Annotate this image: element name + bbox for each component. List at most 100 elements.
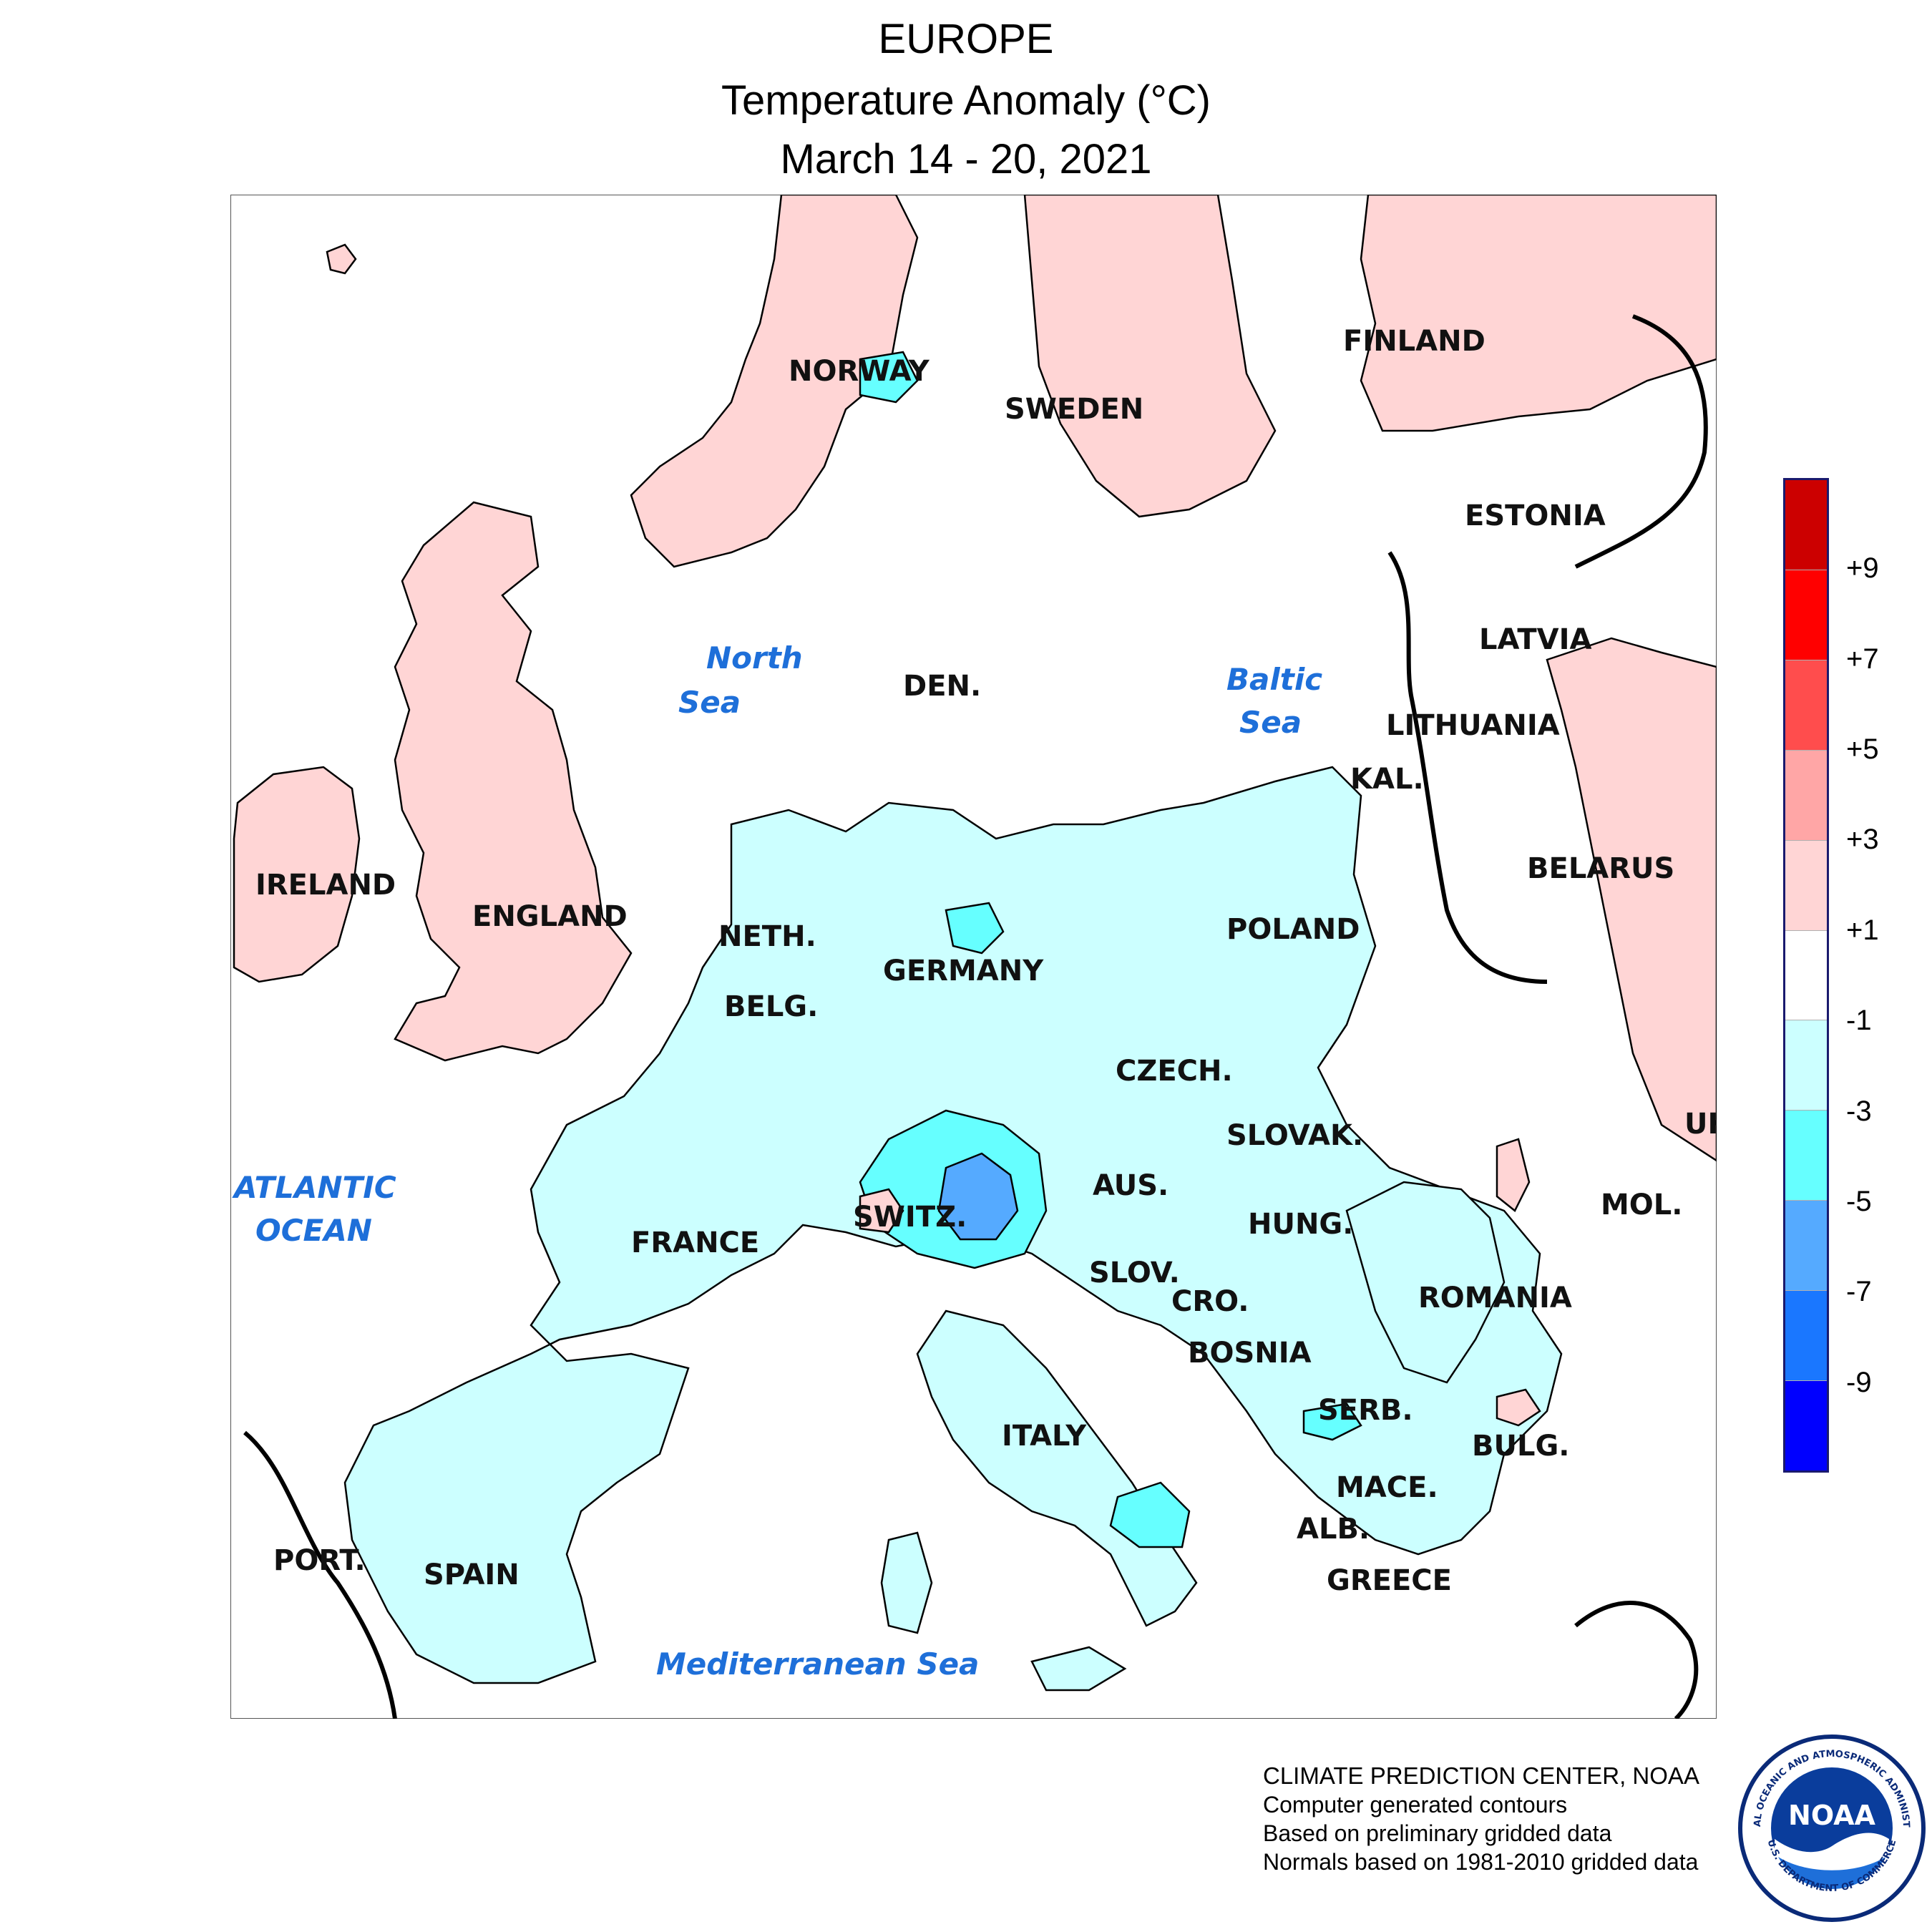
- noaa-logo: NOAA NATIONAL OCEANIC AND ATMOSPHERIC AD…: [1731, 1724, 1928, 1925]
- label-czech: CZECH.: [1116, 1055, 1233, 1088]
- label-spain: SPAIN: [424, 1558, 519, 1591]
- romania-warm-spot: [1496, 1138, 1531, 1212]
- norway-cold-patch: [859, 351, 919, 404]
- legend-swatch: [1785, 1020, 1827, 1111]
- label-atlantic-2: OCEAN: [255, 1213, 372, 1248]
- serbia-cold-patch: [1302, 1402, 1362, 1441]
- bulgaria-warm-spot: [1496, 1388, 1541, 1427]
- label-belgium: BELG.: [724, 990, 818, 1023]
- label-atlantic-1: ATLANTIC: [232, 1170, 396, 1205]
- label-estonia: ESTONIA: [1465, 499, 1606, 532]
- label-romania: ROMANIA: [1418, 1282, 1572, 1314]
- label-finland: FINLAND: [1343, 325, 1485, 358]
- label-moldova: MOL.: [1601, 1189, 1683, 1221]
- label-belarus: BELARUS: [1527, 852, 1674, 885]
- legend-tick-label: -1: [1846, 1005, 1872, 1037]
- legend-tick-label: +7: [1846, 643, 1879, 675]
- legend-tick-label: +1: [1846, 914, 1879, 946]
- label-macedonia: MACE.: [1336, 1471, 1438, 1504]
- belarus-land: [1546, 637, 1717, 1162]
- anomaly-map: FINLAND NORWAY SWEDEN ESTONIA LATVIA LIT…: [230, 195, 1717, 1719]
- credit-line-3: Based on preliminary gridded data: [1263, 1820, 1612, 1846]
- label-italy: ITALY: [1002, 1420, 1087, 1453]
- swiss-warm-spot: [859, 1188, 904, 1234]
- legend-swatch: [1785, 570, 1827, 660]
- ireland-land: [233, 766, 361, 983]
- logo-text: NOAA: [1788, 1800, 1875, 1831]
- credit-line-2: Computer generated contours: [1263, 1792, 1568, 1818]
- label-albania: ALB.: [1297, 1513, 1370, 1546]
- legend-tick-label: -3: [1846, 1095, 1872, 1127]
- legend-swatch: [1785, 660, 1827, 751]
- credit-line-1: CLIMATE PREDICTION CENTER, NOAA: [1263, 1762, 1699, 1789]
- adriatic-cold-patch: [1109, 1481, 1191, 1548]
- label-greece: GREECE: [1327, 1564, 1452, 1597]
- label-serbia: SERB.: [1318, 1394, 1413, 1427]
- label-bosnia: BOSNIA: [1188, 1337, 1312, 1370]
- map-date-range: March 14 - 20, 2021: [780, 136, 1152, 182]
- country-labels: FINLAND NORWAY SWEDEN ESTONIA LATVIA LIT…: [255, 325, 1717, 1597]
- warm-spots: [859, 1138, 1541, 1427]
- label-croatia: CRO.: [1171, 1285, 1249, 1318]
- credit-line-4: Normals based on 1981-2010 gridded data: [1263, 1849, 1699, 1875]
- sea-labels: North Sea Baltic Sea ATLANTIC OCEAN Medi…: [232, 640, 1322, 1682]
- label-norway: NORWAY: [789, 355, 930, 388]
- label-ireland: IRELAND: [255, 869, 396, 902]
- label-slovenia: SLOV.: [1089, 1257, 1180, 1289]
- legend-tick-label: -9: [1846, 1366, 1872, 1398]
- label-hungary: HUNG.: [1248, 1208, 1353, 1241]
- label-france: FRANCE: [631, 1226, 759, 1259]
- legend-tick-label: -5: [1846, 1185, 1872, 1217]
- sweden-land: [1023, 195, 1277, 518]
- italy-land: [916, 1309, 1198, 1627]
- label-england: ENGLAND: [472, 900, 628, 933]
- label-switzerland: SWITZ.: [853, 1201, 967, 1234]
- label-ukraine: UK: [1684, 1108, 1717, 1141]
- germany-cold-patch: [945, 902, 1005, 955]
- very-cold-center: [937, 1152, 1019, 1241]
- color-legend: [1783, 478, 1829, 1473]
- label-north-sea-2: Sea: [678, 685, 741, 720]
- legend-swatch: [1785, 480, 1827, 570]
- sicily-land: [1030, 1646, 1127, 1692]
- label-lithuania: LITHUANIA: [1386, 709, 1560, 742]
- label-germany: GERMANY: [883, 955, 1044, 987]
- label-austria: AUS.: [1093, 1169, 1169, 1202]
- legend-tick-label: +5: [1846, 733, 1879, 766]
- label-mediterranean: Mediterranean Sea: [656, 1646, 979, 1682]
- map-title: EUROPE: [878, 16, 1054, 62]
- great-britain-land: [394, 501, 633, 1062]
- label-bulgaria: BULG.: [1472, 1430, 1569, 1463]
- label-denmark: DEN.: [903, 670, 981, 703]
- legend-swatch: [1785, 930, 1827, 1021]
- sardinia-land: [880, 1531, 933, 1634]
- faroe-islands: [326, 243, 357, 275]
- legend-swatch: [1785, 750, 1827, 841]
- label-north-sea-1: North: [706, 640, 803, 675]
- warm-anomaly-areas: [233, 195, 1717, 1162]
- label-slovakia: SLOVAK.: [1226, 1119, 1363, 1152]
- finland-land: [1360, 195, 1717, 432]
- legend-tick-label: +9: [1846, 552, 1879, 585]
- balkans-land: [1345, 1181, 1506, 1384]
- legend-tick-label: +3: [1846, 824, 1879, 856]
- label-portugal: PORT.: [273, 1544, 366, 1577]
- label-kaliningrad: KAL.: [1350, 763, 1424, 796]
- label-sweden: SWEDEN: [1005, 393, 1143, 426]
- label-poland: POLAND: [1226, 913, 1360, 946]
- credits-block: CLIMATE PREDICTION CENTER, NOAA Computer…: [1263, 1762, 1699, 1876]
- legend-swatch: [1785, 1381, 1827, 1470]
- label-baltic-sea-2: Sea: [1239, 705, 1302, 740]
- legend-tick-label: -7: [1846, 1276, 1872, 1308]
- norway-land: [630, 195, 919, 568]
- map-panel: FINLAND NORWAY SWEDEN ESTONIA LATVIA LIT…: [230, 195, 1717, 1719]
- map-subtitle: Temperature Anomaly (°C): [721, 77, 1211, 124]
- legend-swatch: [1785, 1111, 1827, 1201]
- zero-contours: [243, 314, 1708, 1719]
- label-netherlands: NETH.: [718, 920, 816, 953]
- label-baltic-sea-1: Baltic: [1226, 662, 1322, 697]
- label-latvia: LATVIA: [1479, 623, 1591, 656]
- legend-swatch: [1785, 1201, 1827, 1292]
- legend-swatch: [1785, 1291, 1827, 1382]
- legend-swatch: [1785, 840, 1827, 931]
